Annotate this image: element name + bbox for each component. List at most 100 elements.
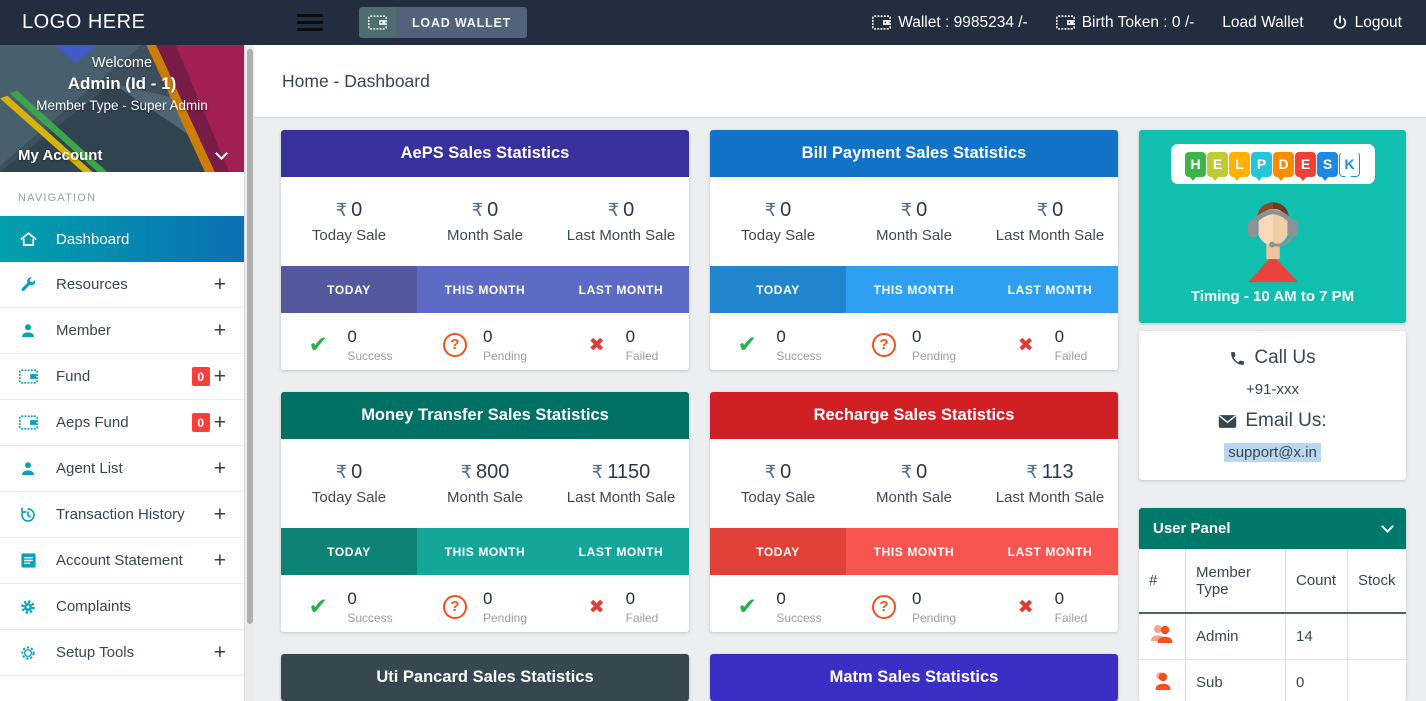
- wallet-icon: [18, 413, 38, 433]
- birth-token-label: Birth Token : 0 /-: [1081, 13, 1195, 31]
- gear-icon: [18, 597, 38, 617]
- stock-cell: [1347, 659, 1406, 701]
- sidebar-item-dashboard[interactable]: Dashboard: [0, 216, 244, 262]
- sidebar-item-agent-list[interactable]: Agent List +: [0, 446, 244, 492]
- sidebar-item-label: Fund: [56, 368, 91, 385]
- sales-card-recharge: Recharge Sales Statistics ₹0 Today Sale ₹…: [710, 392, 1118, 632]
- rupee-icon: ₹: [900, 200, 913, 221]
- expand-plus-icon[interactable]: +: [213, 503, 226, 526]
- scrollbar-thumb[interactable]: [247, 49, 253, 624]
- sidebar-item-fund[interactable]: Fund 0 +: [0, 354, 244, 400]
- sidebar-item-aeps-fund[interactable]: Aeps Fund 0 +: [0, 400, 244, 446]
- sidebar-item-account-statement[interactable]: Account Statement +: [0, 538, 244, 584]
- logout-label: Logout: [1354, 13, 1402, 31]
- sales-card-bill-payment: Bill Payment Sales Statistics ₹0 Today Sa…: [710, 130, 1118, 370]
- wallet-icon: [18, 367, 38, 387]
- contact-card: Call Us +91-xxx Email Us: support@x.in: [1139, 331, 1406, 480]
- breadcrumb: Home - Dashboard: [254, 45, 1426, 118]
- sales-card-matm: Matm Sales Statistics: [710, 654, 1118, 701]
- count-cell: 0: [1285, 659, 1348, 701]
- sidebar-item-member[interactable]: Member +: [0, 308, 244, 354]
- birth-token-balance[interactable]: Birth Token : 0 /-: [1055, 13, 1195, 32]
- my-account-dropdown[interactable]: My Account: [0, 138, 244, 172]
- main-area: Home - Dashboard AePS Sales Statistics ₹…: [254, 45, 1426, 701]
- wrench-icon: [18, 275, 38, 295]
- wallet-balance[interactable]: Wallet : 9985234 /-: [872, 14, 1028, 32]
- tab-last-month[interactable]: LAST MONTH: [982, 528, 1118, 575]
- sidebar-scrollbar[interactable]: [246, 45, 254, 701]
- column-header-index: #: [1139, 549, 1186, 614]
- expand-plus-icon[interactable]: +: [213, 365, 226, 388]
- right-column: H E L P D E S K: [1139, 130, 1406, 701]
- sidebar-item-label: Resources: [56, 276, 128, 293]
- card-column-1: AePS Sales Statistics ₹0 Today Sale ₹0 Mon…: [281, 130, 689, 701]
- tab-this-month[interactable]: THIS MONTH: [417, 266, 553, 313]
- month-sale-amount: 0: [487, 199, 499, 221]
- pending-question-icon: ?: [442, 332, 467, 357]
- wallet-icon: [359, 7, 396, 38]
- sidebar-item-setup-tools[interactable]: Setup Tools +: [0, 630, 244, 676]
- person-icon: [18, 321, 38, 341]
- expand-plus-icon[interactable]: +: [213, 457, 226, 480]
- tab-last-month[interactable]: LAST MONTH: [553, 266, 689, 313]
- failed-cross-icon: ✖: [1017, 595, 1034, 618]
- admin-group-icon: [1151, 625, 1173, 644]
- failed-cross-icon: ✖: [588, 595, 605, 618]
- load-wallet-button[interactable]: LOAD WALLET: [359, 7, 528, 38]
- tab-today[interactable]: TODAY: [281, 266, 417, 313]
- tab-last-month[interactable]: LAST MONTH: [982, 266, 1118, 313]
- expand-plus-icon[interactable]: +: [213, 273, 226, 296]
- support-agent-illustration: [1247, 202, 1298, 283]
- logout-button[interactable]: Logout: [1332, 14, 1402, 32]
- tab-this-month[interactable]: THIS MONTH: [846, 266, 982, 313]
- today-sale-amount: 0: [780, 199, 792, 221]
- expand-plus-icon[interactable]: +: [213, 549, 226, 572]
- table-row: Admin 14: [1139, 613, 1406, 660]
- tab-last-month[interactable]: LAST MONTH: [553, 528, 689, 575]
- sidebar-item-label: Member: [56, 322, 112, 339]
- helpdesk-logo: H E L P D E S K: [1170, 144, 1375, 184]
- user-panel-header[interactable]: User Panel: [1139, 508, 1406, 549]
- sidebar-item-label: Agent List: [56, 460, 123, 477]
- aeps-fund-badge: 0: [191, 413, 210, 432]
- person-icon: [18, 459, 38, 479]
- sidebar-item-complaints[interactable]: Complaints: [0, 584, 244, 630]
- failed-cross-icon: ✖: [588, 333, 605, 356]
- admin-id-text: Admin (Id - 1): [67, 74, 177, 93]
- sidebar-item-label: Aeps Fund: [56, 414, 129, 431]
- tab-today[interactable]: TODAY: [710, 528, 846, 575]
- helpdesk-timing: Timing - 10 AM to 7 PM: [1190, 288, 1355, 305]
- member-type-cell: Sub: [1185, 659, 1286, 701]
- helpdesk-card: H E L P D E S K: [1139, 130, 1406, 323]
- table-row: Sub 0: [1139, 659, 1406, 701]
- tab-today[interactable]: TODAY: [710, 266, 846, 313]
- sidebar-item-transaction-history[interactable]: Transaction History +: [0, 492, 244, 538]
- rupee-icon: ₹: [900, 462, 913, 483]
- navigation-caption: NAVIGATION: [18, 192, 97, 204]
- column-header-count: Count: [1285, 549, 1348, 614]
- expand-plus-icon[interactable]: +: [213, 319, 226, 342]
- wallet-balance-label: Wallet : 9985234 /-: [898, 13, 1028, 31]
- history-icon: [18, 505, 38, 525]
- top-navbar: LOGO HERE LOAD WALLET Wallet : 9985234 /…: [0, 0, 1426, 45]
- document-icon: [18, 551, 38, 571]
- sidebar-item-label: Dashboard: [56, 230, 130, 248]
- expand-plus-icon[interactable]: +: [213, 411, 226, 434]
- column-header-stock: Stock: [1347, 549, 1406, 614]
- sub-member-icon: [1155, 672, 1171, 690]
- load-wallet-link[interactable]: Load Wallet: [1222, 13, 1304, 31]
- pending-question-icon: ?: [442, 594, 467, 619]
- phone-icon: [1231, 351, 1245, 365]
- tab-today[interactable]: TODAY: [281, 528, 417, 575]
- hamburger-menu-icon[interactable]: [297, 14, 323, 31]
- tab-this-month[interactable]: THIS MONTH: [846, 528, 982, 575]
- tab-this-month[interactable]: THIS MONTH: [417, 528, 553, 575]
- expand-plus-icon[interactable]: +: [213, 641, 226, 664]
- success-check-icon: ✔: [737, 593, 757, 620]
- support-email-link[interactable]: support@x.in: [1224, 443, 1321, 462]
- member-type-text: Member Type - Super Admin: [36, 98, 208, 113]
- sidebar-item-resources[interactable]: Resources +: [0, 262, 244, 308]
- rupee-icon: ₹: [764, 200, 777, 221]
- app-logo: LOGO HERE: [22, 11, 146, 33]
- month-sale-amount: 0: [916, 199, 928, 221]
